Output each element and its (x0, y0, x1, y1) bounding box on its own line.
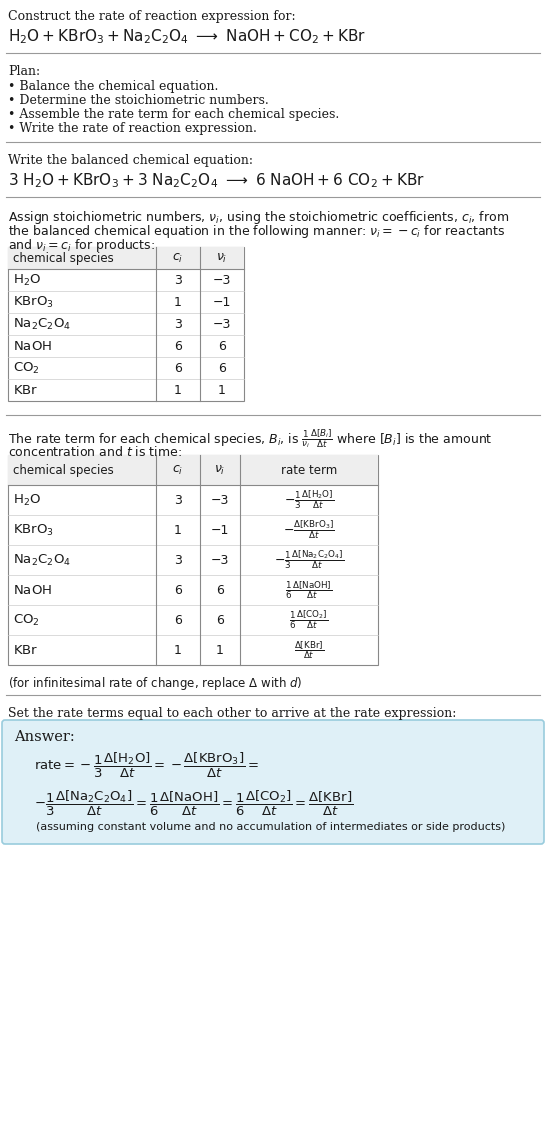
Text: (for infinitesimal rate of change, replace $\Delta$ with $d$): (for infinitesimal rate of change, repla… (8, 675, 302, 692)
Text: $\mathrm{H_2O}$: $\mathrm{H_2O}$ (13, 272, 41, 288)
Text: • Balance the chemical equation.: • Balance the chemical equation. (8, 80, 218, 93)
Text: 6: 6 (216, 613, 224, 627)
Text: 6: 6 (174, 362, 182, 374)
Text: the balanced chemical equation in the following manner: $\nu_i = -c_i$ for react: the balanced chemical equation in the fo… (8, 223, 506, 240)
Bar (8, 455, 378, 485)
Text: chemical species: chemical species (13, 463, 114, 477)
Text: $\mathrm{KBr}$: $\mathrm{KBr}$ (13, 643, 38, 657)
Text: $\mathrm{NaOH}$: $\mathrm{NaOH}$ (13, 584, 52, 596)
Text: Answer:: Answer: (14, 729, 75, 744)
Text: $\frac{\Delta[\mathrm{KBr}]}{\Delta t}$: $\frac{\Delta[\mathrm{KBr}]}{\Delta t}$ (294, 640, 324, 661)
Text: −1: −1 (211, 523, 229, 536)
Text: 6: 6 (174, 584, 182, 596)
Text: $\nu_i$: $\nu_i$ (216, 251, 228, 264)
Text: 1: 1 (174, 643, 182, 657)
Text: $\frac{1}{6}\frac{\Delta[\mathrm{CO_2}]}{\Delta t}$: $\frac{1}{6}\frac{\Delta[\mathrm{CO_2}]}… (289, 609, 329, 632)
Text: 6: 6 (218, 339, 226, 353)
Text: 1: 1 (218, 384, 226, 396)
Text: $\mathrm{rate} = -\dfrac{1}{3}\dfrac{\Delta[\mathrm{H_2O}]}{\Delta t} = -\dfrac{: $\mathrm{rate} = -\dfrac{1}{3}\dfrac{\De… (34, 751, 259, 781)
Text: $\mathrm{3\ H_2O + KBrO_3 + 3\ Na_2C_2O_4 \ \longrightarrow \ 6\ NaOH + 6\ CO_2 : $\mathrm{3\ H_2O + KBrO_3 + 3\ Na_2C_2O_… (8, 171, 425, 190)
Text: Construct the rate of reaction expression for:: Construct the rate of reaction expressio… (8, 10, 295, 23)
Text: • Determine the stoichiometric numbers.: • Determine the stoichiometric numbers. (8, 94, 269, 107)
Text: and $\nu_i = c_i$ for products:: and $\nu_i = c_i$ for products: (8, 237, 155, 254)
Text: 6: 6 (174, 339, 182, 353)
Text: The rate term for each chemical species, $B_i$, is $\frac{1}{\nu_i}\frac{\Delta[: The rate term for each chemical species,… (8, 427, 492, 450)
Text: $\mathrm{Na_2C_2O_4}$: $\mathrm{Na_2C_2O_4}$ (13, 552, 71, 568)
Text: 3: 3 (174, 273, 182, 287)
Text: $-\frac{1}{3}\frac{\Delta[\mathrm{Na_2C_2O_4}]}{\Delta t}$: $-\frac{1}{3}\frac{\Delta[\mathrm{Na_2C_… (274, 549, 344, 571)
Text: 3: 3 (174, 553, 182, 567)
Text: $\mathrm{NaOH}$: $\mathrm{NaOH}$ (13, 339, 52, 353)
Text: 1: 1 (174, 523, 182, 536)
Text: 1: 1 (174, 384, 182, 396)
Text: −3: −3 (211, 553, 229, 567)
Text: $\mathrm{Na_2C_2O_4}$: $\mathrm{Na_2C_2O_4}$ (13, 316, 71, 331)
FancyBboxPatch shape (2, 720, 544, 844)
Text: • Assemble the rate term for each chemical species.: • Assemble the rate term for each chemic… (8, 108, 339, 121)
Text: $-\dfrac{1}{3}\dfrac{\Delta[\mathrm{Na_2C_2O_4}]}{\Delta t} = \dfrac{1}{6}\dfrac: $-\dfrac{1}{3}\dfrac{\Delta[\mathrm{Na_2… (34, 789, 353, 818)
Text: Write the balanced chemical equation:: Write the balanced chemical equation: (8, 154, 253, 167)
Text: (assuming constant volume and no accumulation of intermediates or side products): (assuming constant volume and no accumul… (37, 822, 506, 832)
Text: chemical species: chemical species (13, 251, 114, 264)
Text: $-\frac{\Delta[\mathrm{KBrO_3}]}{\Delta t}$: $-\frac{\Delta[\mathrm{KBrO_3}]}{\Delta … (283, 519, 335, 542)
Bar (8, 455, 378, 665)
Text: Set the rate terms equal to each other to arrive at the rate expression:: Set the rate terms equal to each other t… (8, 707, 456, 720)
Text: concentration and $t$ is time:: concentration and $t$ is time: (8, 445, 182, 459)
Text: 6: 6 (216, 584, 224, 596)
Text: $\mathrm{H_2O}$: $\mathrm{H_2O}$ (13, 493, 41, 508)
Text: Assign stoichiometric numbers, $\nu_i$, using the stoichiometric coefficients, $: Assign stoichiometric numbers, $\nu_i$, … (8, 209, 509, 226)
Text: $\mathrm{KBrO_3}$: $\mathrm{KBrO_3}$ (13, 522, 54, 537)
Text: −3: −3 (211, 494, 229, 506)
Text: 3: 3 (174, 494, 182, 506)
Text: $\mathrm{CO_2}$: $\mathrm{CO_2}$ (13, 361, 40, 376)
Bar (8, 247, 244, 401)
Text: $\mathrm{H_2O + KBrO_3 + Na_2C_2O_4 \ \longrightarrow \ NaOH + CO_2 + KBr}$: $\mathrm{H_2O + KBrO_3 + Na_2C_2O_4 \ \l… (8, 27, 366, 46)
Text: $\frac{1}{6}\frac{\Delta[\mathrm{NaOH}]}{\Delta t}$: $\frac{1}{6}\frac{\Delta[\mathrm{NaOH}]}… (286, 579, 333, 601)
Text: −3: −3 (213, 273, 231, 287)
Text: 1: 1 (174, 296, 182, 308)
Text: $\mathrm{CO_2}$: $\mathrm{CO_2}$ (13, 612, 40, 627)
Bar (8, 247, 244, 269)
Text: $c_i$: $c_i$ (173, 463, 183, 477)
Text: $c_i$: $c_i$ (173, 251, 183, 264)
Text: $\nu_i$: $\nu_i$ (215, 463, 225, 477)
Text: $\mathrm{KBr}$: $\mathrm{KBr}$ (13, 384, 38, 396)
Text: rate term: rate term (281, 463, 337, 477)
Text: Plan:: Plan: (8, 65, 40, 79)
Text: 1: 1 (216, 643, 224, 657)
Text: $\mathrm{KBrO_3}$: $\mathrm{KBrO_3}$ (13, 295, 54, 310)
Text: 3: 3 (174, 318, 182, 330)
Text: −1: −1 (213, 296, 231, 308)
Text: • Write the rate of reaction expression.: • Write the rate of reaction expression. (8, 122, 257, 135)
Text: 6: 6 (218, 362, 226, 374)
Text: −3: −3 (213, 318, 231, 330)
Text: $-\frac{1}{3}\frac{\Delta[\mathrm{H_2O}]}{\Delta t}$: $-\frac{1}{3}\frac{\Delta[\mathrm{H_2O}]… (284, 488, 334, 511)
Text: 6: 6 (174, 613, 182, 627)
